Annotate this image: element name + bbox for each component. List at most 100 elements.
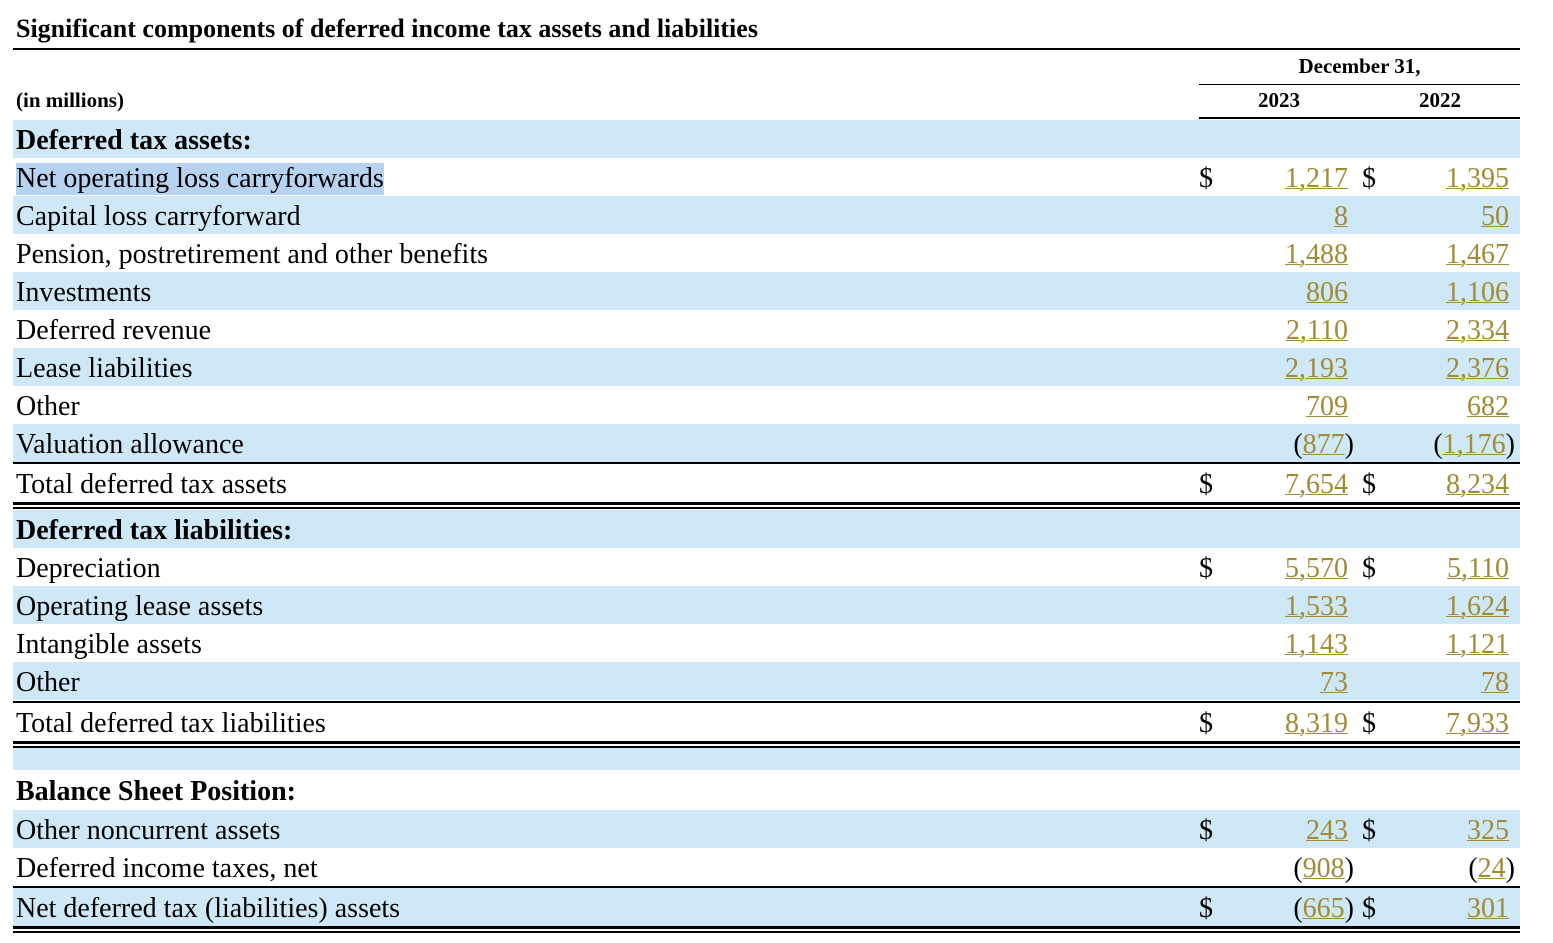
value-2022[interactable]: 325 [1467, 815, 1509, 846]
value-2023[interactable]: 1,488 [1285, 239, 1348, 270]
value-2023[interactable]: 709 [1306, 391, 1348, 422]
section-heading: Deferred tax assets: [16, 125, 252, 156]
value-2022[interactable]: (1,176) [1433, 429, 1515, 460]
spacer-row [13, 748, 1520, 770]
currency-symbol: $ [1362, 163, 1376, 194]
value-2022[interactable]: 301 [1467, 893, 1509, 924]
currency-symbol: $ [1362, 893, 1376, 924]
value-2023[interactable]: 8 [1334, 201, 1348, 232]
column-header-2023: 2023 [1258, 88, 1300, 112]
row-label-net-deferred-tax-liabilities-assets: Net deferred tax (liabilities) assets [16, 893, 401, 924]
total-double-rule-bottom [13, 746, 1520, 748]
value-2023[interactable]: 1,533 [1285, 591, 1348, 622]
row-label-other-noncurrent-assets: Other noncurrent assets [16, 815, 281, 846]
row-label-lease-liabilities: Lease liabilities [16, 353, 193, 384]
section-heading-row: Balance Sheet Position: [13, 770, 1520, 810]
table-row: Other 73 78 [13, 662, 1520, 700]
table-row: Depreciation $ $5,570 5,110 [13, 548, 1520, 586]
value-2022[interactable]: 682 [1467, 391, 1509, 422]
value-2023[interactable]: 7,654 [1285, 469, 1348, 500]
currency-symbol: $ [1362, 553, 1376, 584]
value-2022[interactable]: 1,121 [1446, 629, 1509, 660]
value-2023[interactable]: (908) [1293, 853, 1354, 884]
value-2023[interactable]: 2,110 [1286, 315, 1348, 346]
section-heading: Deferred tax liabilities: [16, 515, 293, 546]
table-row: Deferred revenue 2,110 2,334 [13, 310, 1520, 348]
row-label-investments: Investments [16, 277, 152, 308]
row-label-total-deferred-tax-liabilities: Total deferred tax liabilities [16, 708, 326, 739]
table-row: Operating lease assets 1,533 1,624 [13, 586, 1520, 624]
total-double-rule-bottom [13, 507, 1520, 509]
table-row: Lease liabilities 2,193 2,376 [13, 348, 1520, 386]
value-2023[interactable]: 806 [1306, 277, 1348, 308]
table-row: Other noncurrent assets $ $243 325 [13, 810, 1520, 848]
total-row: Net deferred tax (liabilities) assets $ $ (… [13, 888, 1520, 926]
section-heading: Balance Sheet Position: [16, 776, 296, 807]
value-2023[interactable]: 5,570 [1285, 553, 1348, 584]
row-label-net-operating-loss-carryforwards: Net operating loss carryforwards [16, 163, 384, 195]
header-rule [1199, 84, 1520, 85]
total-row: Total deferred tax liabilities $ $8,319 7,9… [13, 703, 1520, 741]
value-2022[interactable]: 50 [1481, 201, 1509, 232]
value-2022[interactable]: 78 [1481, 667, 1509, 698]
currency-symbol: $ [1199, 708, 1213, 739]
currency-symbol: $ [1362, 815, 1376, 846]
value-2022[interactable]: 2,334 [1446, 315, 1509, 346]
row-label-capital-loss-carryforward: Capital loss carryforward [16, 201, 301, 232]
value-2022[interactable]: 8,234 [1446, 469, 1509, 500]
value-2022[interactable]: 1,624 [1446, 591, 1509, 622]
value-2023[interactable]: 73 [1320, 667, 1348, 698]
row-label-operating-lease-assets: Operating lease assets [16, 591, 264, 622]
value-2022[interactable]: 1,106 [1446, 277, 1509, 308]
currency-symbol: $ [1199, 893, 1213, 924]
value-2022[interactable]: (24) [1468, 853, 1515, 884]
total-double-rule-top [13, 502, 1520, 505]
table-row: Valuation allowance (877) (1,176) [13, 424, 1520, 462]
row-label-deferred-income-taxes-net: Deferred income taxes, net [16, 853, 318, 884]
value-2023[interactable]: 8,319 [1285, 708, 1348, 739]
row-label-other: Other [16, 391, 80, 422]
row-label-deferred-revenue: Deferred revenue [16, 315, 212, 346]
value-2023[interactable]: 2,193 [1285, 353, 1348, 384]
subtotal-rule [13, 462, 1520, 464]
table-row: Net operating loss carryforwards $ $1,217 1… [13, 158, 1520, 196]
value-2023[interactable]: 243 [1306, 815, 1348, 846]
currency-symbol: $ [1362, 469, 1376, 500]
value-2023[interactable]: 1,143 [1285, 629, 1348, 660]
value-2022[interactable]: 5,110 [1447, 553, 1509, 584]
row-label-valuation-allowance: Valuation allowance [16, 429, 244, 460]
units-label: (in millions) [16, 88, 124, 112]
header-bottom-rule [1199, 117, 1520, 119]
section-heading-row: Deferred tax assets: [13, 120, 1520, 158]
total-row: Total deferred tax assets $ $7,654 8,234 [13, 464, 1520, 502]
table-row: Pension, postretirement and other benefi… [13, 234, 1520, 272]
currency-symbol: $ [1199, 553, 1213, 584]
subtotal-rule [13, 701, 1520, 703]
value-2023[interactable]: (877) [1293, 429, 1354, 460]
row-label-depreciation: Depreciation [16, 553, 161, 584]
value-2022[interactable]: 1,467 [1446, 239, 1509, 270]
table-row: Deferred income taxes, net (908) (24) [13, 848, 1520, 886]
currency-symbol: $ [1199, 815, 1213, 846]
currency-symbol: $ [1199, 469, 1213, 500]
total-double-rule-bottom [13, 931, 1520, 933]
row-label-intangible-assets: Intangible assets [16, 629, 202, 660]
table-title: Significant components of deferred incom… [16, 14, 758, 43]
subtotal-rule [13, 886, 1520, 888]
value-2023[interactable]: 1,217 [1285, 163, 1348, 194]
currency-symbol: $ [1199, 163, 1213, 194]
value-2022[interactable]: 7,933 [1446, 708, 1509, 739]
table-row: Investments 806 1,106 [13, 272, 1520, 310]
column-group-header: December 31, [1298, 54, 1421, 78]
row-label-pension-postretirement-and-other-benefits: Pension, postretirement and other benefi… [16, 239, 488, 270]
currency-symbol: $ [1362, 708, 1376, 739]
total-double-rule-top [13, 926, 1520, 929]
total-double-rule-top [13, 741, 1520, 744]
value-2022[interactable]: 2,376 [1446, 353, 1509, 384]
title-rule [13, 48, 1520, 50]
column-header-2022: 2022 [1419, 88, 1461, 112]
value-2022[interactable]: 1,395 [1446, 163, 1509, 194]
section-heading-row: Deferred tax liabilities: [13, 510, 1520, 548]
row-label-total-deferred-tax-assets: Total deferred tax assets [16, 469, 287, 500]
value-2023[interactable]: (665) [1293, 893, 1354, 924]
